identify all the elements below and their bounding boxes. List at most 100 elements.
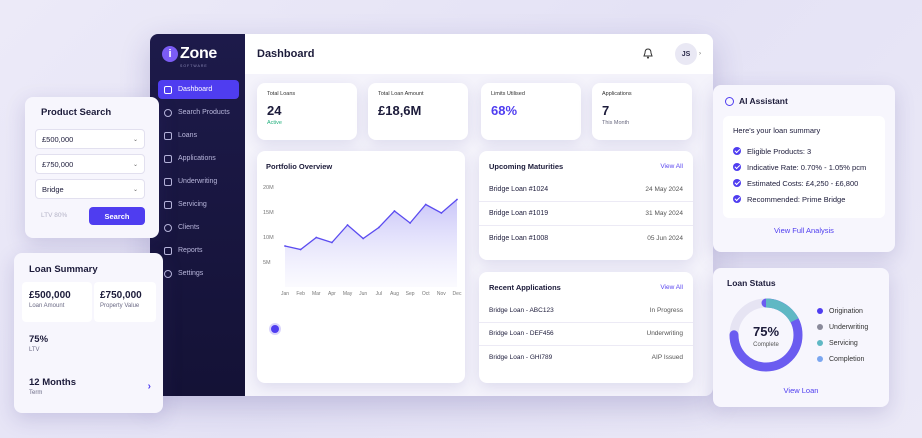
product-search-panel: Product Search £500,000 ⌄ £750,000 ⌄ Bridg… (25, 97, 159, 238)
sidebar: i Zone SOFTWARE Dashboard Search Product… (150, 34, 245, 396)
sidebar-item-label: Search Products (178, 109, 230, 116)
loan-amount-card: £500,000 Loan Amount (22, 282, 92, 322)
carousel-dot-icon[interactable] (271, 325, 279, 333)
legend-item: Completion (817, 351, 868, 367)
view-loan-link[interactable]: View Loan (783, 386, 819, 395)
stat-sub: This Month (602, 120, 630, 126)
loan-status-donut: 75% Complete (729, 298, 803, 372)
sidebar-item-applications[interactable]: Applications (158, 149, 239, 168)
legend-dot-icon (817, 356, 823, 362)
property-value-value: £750,000 (100, 290, 142, 301)
wallet-icon (164, 200, 172, 209)
sidebar-item-dashboard[interactable]: Dashboard (158, 80, 239, 99)
ai-summary-text: Estimated Costs: £4,250 - £6,800 (747, 178, 859, 188)
ltv-field[interactable]: LTV 80% (41, 212, 68, 219)
x-tick-label: Nov (437, 291, 446, 297)
loan-status-complete-label: Complete (753, 342, 779, 348)
logo: i Zone (162, 45, 217, 63)
ltv-stat: 75% LTV (29, 334, 48, 353)
ai-assistant-panel: AI Assistant Here's your loan summary El… (713, 85, 895, 252)
list-item[interactable]: Bridge Loan #1019 31 May 2024 (479, 202, 693, 226)
ai-intro: Here's your loan summary (733, 126, 821, 135)
legend-label: Servicing (829, 339, 858, 347)
sidebar-item-clients[interactable]: Clients (158, 218, 239, 237)
data-point (299, 248, 302, 251)
list-item[interactable]: Bridge Loan - DEF456 Underwriting (479, 322, 693, 346)
stat-sub: Active (267, 120, 282, 126)
x-tick-label: Aug (390, 291, 399, 297)
maturity-date: 24 May 2024 (645, 186, 683, 193)
select-value: £500,000 (42, 134, 74, 144)
panel-title: Product Search (41, 107, 112, 118)
loan-amount-select[interactable]: £500,000 ⌄ (35, 129, 145, 149)
ai-summary-text: Eligible Products: 3 (747, 146, 812, 156)
sidebar-item-servicing[interactable]: Servicing (158, 195, 239, 214)
page-title: Dashboard (257, 48, 315, 60)
data-point (315, 236, 318, 239)
loan-amount-value: £500,000 (29, 290, 71, 301)
sidebar-item-label: Underwriting (178, 178, 218, 185)
legend-dot-icon (817, 324, 823, 330)
top-bar: Dashboard JS › (245, 34, 713, 74)
users-icon (164, 223, 172, 232)
sidebar-item-underwriting[interactable]: Underwriting (158, 172, 239, 191)
y-tick-label: 15M (263, 210, 274, 216)
list-item[interactable]: Bridge Loan #1008 05 Jun 2024 (479, 226, 693, 250)
stat-value: 68% (491, 103, 518, 118)
term-label: Term (29, 390, 43, 396)
panel-title: AI Assistant (739, 96, 788, 106)
legend-item: Servicing (817, 335, 868, 351)
panel-title: Upcoming Maturities (489, 162, 564, 171)
sidebar-item-label: Loans (178, 132, 198, 139)
loan-name: Bridge Loan #1008 (489, 234, 549, 242)
sidebar-item-search-products[interactable]: Search Products (158, 103, 239, 122)
loan-name: Bridge Loan #1019 (489, 210, 549, 217)
sidebar-item-loans[interactable]: Loans (158, 126, 239, 145)
panel-title: Loan Status (727, 278, 776, 288)
loan-summary-panel: Loan Summary £500,000 Loan Amount £750,0… (14, 253, 163, 413)
list-item[interactable]: Bridge Loan #1024 24 May 2024 (479, 178, 693, 202)
legend-item: Origination (817, 303, 868, 319)
loan-status-percent: 75% (753, 324, 779, 339)
home-icon (164, 85, 172, 94)
x-tick-label: Sep (406, 291, 415, 297)
ai-summary-item: Recommended: Prime Bridge (733, 191, 875, 207)
maturity-date: 31 May 2024 (645, 210, 683, 217)
sidebar-item-label: Dashboard (178, 86, 213, 93)
check-icon (733, 147, 741, 155)
sidebar-item-label: Applications (178, 155, 216, 162)
check-icon (733, 195, 741, 203)
legend-item: Underwriting (817, 319, 868, 335)
search-button[interactable]: Search (89, 207, 145, 225)
chevron-down-icon[interactable]: › (699, 51, 701, 57)
data-point (284, 245, 286, 247)
avatar[interactable]: JS (675, 43, 697, 65)
property-value-label: Property Value (100, 303, 140, 309)
panel-title: Recent Applications (489, 283, 561, 292)
document-icon (164, 131, 172, 140)
view-full-analysis-link[interactable]: View Full Analysis (774, 226, 834, 235)
sidebar-item-reports[interactable]: Reports (158, 241, 239, 260)
property-value-card: £750,000 Property Value (94, 282, 156, 322)
view-all-link[interactable]: View All (660, 284, 683, 291)
stat-label: Total Loans (267, 91, 296, 97)
x-tick-label: Jan (281, 291, 289, 297)
data-point (409, 222, 411, 224)
list-item[interactable]: Bridge Loan - ABC123 In Progress (479, 299, 693, 323)
stat-label: Total Loan Amount (378, 91, 424, 97)
product-type-select[interactable]: Bridge ⌄ (35, 179, 145, 199)
sidebar-item-settings[interactable]: Settings (158, 264, 239, 283)
stat-card-total-loans: Total Loans 24 Active (257, 83, 357, 140)
legend-dot-icon (817, 340, 823, 346)
loan-name: Bridge Loan #1024 (489, 186, 549, 193)
y-tick-label: 10M (263, 235, 274, 241)
ltv-label: LTV (29, 347, 40, 353)
property-value-select[interactable]: £750,000 ⌄ (35, 154, 145, 174)
sidebar-item-label: Clients (178, 224, 200, 231)
chevron-right-icon[interactable]: › (147, 381, 151, 392)
bell-icon[interactable] (643, 48, 653, 59)
data-point (377, 226, 380, 229)
view-all-link[interactable]: View All (660, 163, 683, 170)
list-item[interactable]: Bridge Loan - GHI789 AIP Issued (479, 345, 693, 369)
term-stat: 12 Months Term (29, 377, 76, 396)
